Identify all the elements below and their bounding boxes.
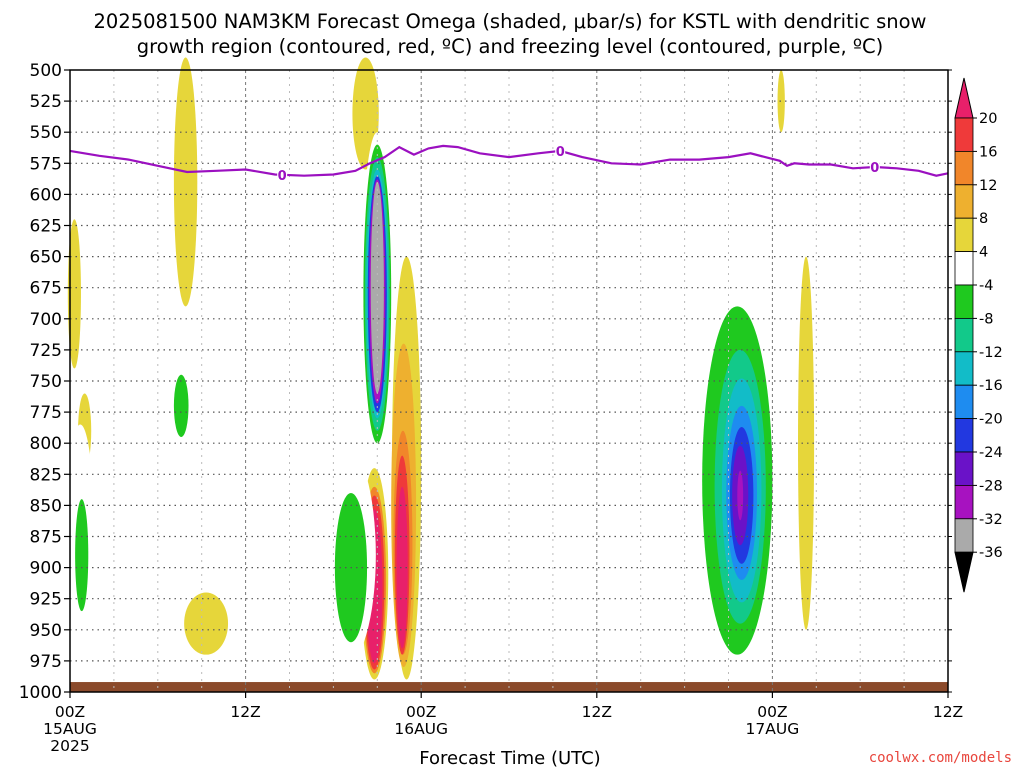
omega-yellow-right-column xyxy=(798,256,815,630)
y-tick-label-950: 950 xyxy=(30,621,62,641)
chart-title-line-1: 2025081500 NAM3KM Forecast Omega (shaded… xyxy=(94,10,927,33)
y-tick-label-900: 900 xyxy=(30,559,62,579)
colorbar-bin-5 xyxy=(954,251,974,286)
colorbar-bin-6 xyxy=(954,284,974,319)
y-tick-label-600: 600 xyxy=(30,185,62,205)
freezing-label-bg-1 xyxy=(555,143,566,157)
colorbar-label-10: -24 xyxy=(979,445,1003,461)
x-tick-label-36: 12Z xyxy=(582,703,612,721)
y-tick-label-850: 850 xyxy=(30,496,62,516)
omega-yellow-right-top xyxy=(777,70,785,133)
omega-magenta-center-column xyxy=(396,486,408,649)
y-tick-label-975: 975 xyxy=(30,652,62,672)
y-tick-label-700: 700 xyxy=(30,310,62,330)
y-tick-label-675: 675 xyxy=(30,279,62,299)
colorbar-arrow-bottom xyxy=(954,551,974,593)
colorbar-bin-2 xyxy=(954,150,974,186)
colorbar-label-7: -12 xyxy=(979,345,1003,361)
colorbar-bin-10 xyxy=(954,418,974,453)
y-tick-label-1000: 1000 xyxy=(19,683,62,703)
x-tick-date-24: 16AUG xyxy=(394,720,448,738)
y-tick-label-875: 875 xyxy=(30,528,62,548)
y-tick-label-500: 500 xyxy=(30,61,62,81)
y-tick-label-800: 800 xyxy=(30,434,62,454)
credit-text: coolwx.com/models xyxy=(869,750,1012,766)
omega-green-far-right xyxy=(909,269,951,481)
freezing-level-contour xyxy=(69,144,949,177)
colorbar-arrow-top xyxy=(954,77,974,119)
x-tick-label-0: 00Z xyxy=(55,703,85,721)
colorbar-bin-3 xyxy=(954,184,974,219)
y-tick-label-550: 550 xyxy=(30,123,62,143)
colorbar-label-5: -4 xyxy=(979,278,993,294)
y-tick-label-825: 825 xyxy=(30,465,62,485)
y-tick-label-625: 625 xyxy=(30,217,62,237)
colorbar-label-6: -8 xyxy=(979,311,993,327)
axes: 500 525 550 575 600 625 650 675 700 725 750 775 800 8… xyxy=(19,61,963,755)
y-tick-label-925: 925 xyxy=(30,590,62,610)
colorbar-label-13: -36 xyxy=(979,545,1003,561)
freezing-level-label-1: 0 xyxy=(556,145,565,160)
x-axis-label: Forecast Time (UTC) xyxy=(419,748,600,768)
colorbar-bin-9 xyxy=(954,384,974,420)
colorbar-bin-8 xyxy=(954,351,974,386)
omega-green-thin-strip xyxy=(771,70,775,176)
y-tick-label-725: 725 xyxy=(30,341,62,361)
colorbar-label-4: 4 xyxy=(979,245,988,261)
y-tick-label-750: 750 xyxy=(30,372,62,392)
colorbar-bin-12 xyxy=(954,484,974,520)
colorbar-label-3: 8 xyxy=(979,211,988,227)
y-tick-label-650: 650 xyxy=(30,248,62,268)
colorbar-label-11: -28 xyxy=(979,478,1003,494)
x-tick-year-0: 2025 xyxy=(50,737,89,755)
freezing-label-bg-0 xyxy=(277,167,288,181)
colorbar-label-1: 16 xyxy=(979,144,997,160)
omega-yellow-bottom-left xyxy=(184,592,229,655)
x-tick-date-0: 15AUG xyxy=(43,720,97,738)
colorbar-bin-1 xyxy=(954,117,974,152)
colorbar-bin-11 xyxy=(954,451,974,486)
colorbar-label-12: -32 xyxy=(979,512,1003,528)
x-tick-label-12: 12Z xyxy=(230,703,260,721)
x-tick-label-60: 12Z xyxy=(933,703,963,721)
plot-area: 0 0 0 xyxy=(65,57,951,692)
x-tick-label-24: 00Z xyxy=(406,703,436,721)
y-tick-label-525: 525 xyxy=(30,92,62,112)
y-tick-label-575: 575 xyxy=(30,154,62,174)
omega-grey-right-core xyxy=(737,470,744,521)
colorbar-label-9: -20 xyxy=(979,412,1003,428)
omega-teal-left xyxy=(75,499,89,612)
y-tick-label-775: 775 xyxy=(30,403,62,423)
colorbar: 20 16 12 8 4 -4 -8 -12 -16 -20 -24 -28 -32 -36 xyxy=(954,77,1003,593)
colorbar-bin-7 xyxy=(954,317,974,353)
colorbar-label-8: -16 xyxy=(979,378,1003,394)
freezing-level-label-0: 0 xyxy=(278,169,287,184)
x-tick-date-48: 17AUG xyxy=(746,720,800,738)
omega-teal-left-mid xyxy=(173,374,189,437)
freezing-label-bg-2 xyxy=(869,160,880,174)
chart-title-line-2: growth region (contoured, red, ºC) and f… xyxy=(137,35,884,58)
colorbar-bin-13 xyxy=(954,518,974,553)
colorbar-label-2: 12 xyxy=(979,178,997,194)
colorbar-bin-4 xyxy=(954,217,974,252)
omega-yellow-plume-left-top xyxy=(173,57,198,307)
freezing-level-label-2: 0 xyxy=(870,161,879,176)
colorbar-label-0: 20 xyxy=(979,111,997,127)
x-tick-label-48: 00Z xyxy=(757,703,787,721)
